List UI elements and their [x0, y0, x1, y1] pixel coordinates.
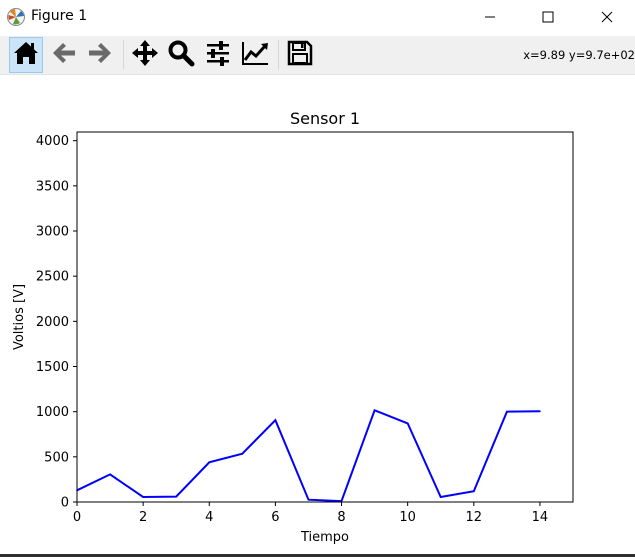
- axis-ticks: 0 2 4 6 8 10 12 14 0 500 1000 1500 2000 2500 3000 3500 4…: [36, 134, 548, 525]
- zoom-button[interactable]: [164, 37, 198, 73]
- magnifier-icon: [167, 39, 195, 71]
- y-tick-label: 1500: [36, 360, 69, 375]
- y-tick-label: 1000: [36, 405, 69, 420]
- x-tick-label: 12: [466, 510, 483, 525]
- minimize-button[interactable]: [467, 0, 513, 34]
- x-axis-label: Tiempo: [300, 530, 349, 545]
- floppy-disk-icon: [286, 39, 314, 71]
- data-point: [241, 452, 244, 455]
- y-tick-label: 4000: [36, 134, 69, 149]
- data-point: [142, 496, 144, 498]
- data-point: [274, 419, 277, 422]
- line-chart: Sensor 1 0 2 4 6 8 10 12 14 0 500 1000 1500 2000 2500…: [12, 109, 574, 545]
- chart-title: Sensor 1: [290, 109, 360, 128]
- data-point: [373, 409, 376, 412]
- minimize-icon: [484, 8, 496, 27]
- back-button[interactable]: [47, 37, 81, 73]
- plot-frame: [76, 131, 574, 503]
- y-tick-label: 3000: [36, 225, 69, 240]
- data-point: [208, 461, 211, 464]
- toolbar-separator: [278, 40, 279, 70]
- close-icon: [601, 8, 613, 27]
- sliders-icon: [204, 39, 232, 71]
- configure-subplots-button[interactable]: [201, 37, 235, 73]
- data-point: [175, 495, 177, 498]
- y-tick-label: 0: [61, 496, 69, 511]
- data-point: [473, 490, 475, 492]
- x-tick-label: 2: [139, 510, 147, 525]
- arrow-left-icon: [51, 40, 77, 70]
- data-points: [76, 409, 541, 502]
- x-tick-label: 0: [73, 510, 81, 525]
- line-chart-icon: [240, 39, 270, 71]
- maximize-button[interactable]: [525, 0, 571, 34]
- data-point: [506, 410, 508, 413]
- home-icon: [13, 40, 39, 70]
- forward-button[interactable]: [83, 37, 117, 73]
- toolbar-separator: [123, 40, 124, 70]
- matplotlib-icon: [6, 7, 26, 27]
- x-tick-label: 4: [205, 510, 213, 525]
- pan-button[interactable]: [128, 37, 162, 73]
- home-button[interactable]: [9, 37, 43, 73]
- y-tick-label: 3500: [36, 179, 69, 194]
- data-point: [539, 410, 541, 413]
- data-point: [109, 473, 111, 476]
- data-point: [439, 496, 442, 498]
- y-tick-label: 2000: [36, 315, 69, 330]
- y-tick-label: 500: [44, 450, 69, 465]
- x-tick-label: 10: [399, 510, 416, 525]
- move-icon: [131, 39, 159, 71]
- x-tick-label: 8: [337, 510, 345, 525]
- navigation-toolbar: x=9.89 y=9.7e+02: [0, 36, 635, 75]
- window-bottom-border: [0, 554, 635, 557]
- window-title: Figure 1: [31, 8, 88, 24]
- title-bar: Figure 1: [0, 0, 635, 34]
- cursor-coordinates: x=9.89 y=9.7e+02: [523, 48, 635, 62]
- series-line: [76, 408, 540, 503]
- edit-axis-button[interactable]: [238, 37, 272, 73]
- data-point: [406, 422, 409, 425]
- data-point: [307, 498, 310, 501]
- y-tick-label: 2500: [36, 270, 69, 285]
- x-tick-label: 6: [271, 510, 279, 525]
- maximize-icon: [542, 8, 554, 27]
- x-tick-label: 14: [532, 510, 549, 525]
- save-button[interactable]: [283, 37, 317, 73]
- y-axis-label: Voltios [V]: [12, 284, 27, 350]
- arrow-right-icon: [87, 40, 113, 70]
- data-point: [340, 500, 343, 502]
- figure-canvas[interactable]: Sensor 1 0 2 4 6 8 10 12 14 0 500 1000 1500 2000 2500…: [0, 75, 635, 555]
- close-button[interactable]: [584, 0, 630, 34]
